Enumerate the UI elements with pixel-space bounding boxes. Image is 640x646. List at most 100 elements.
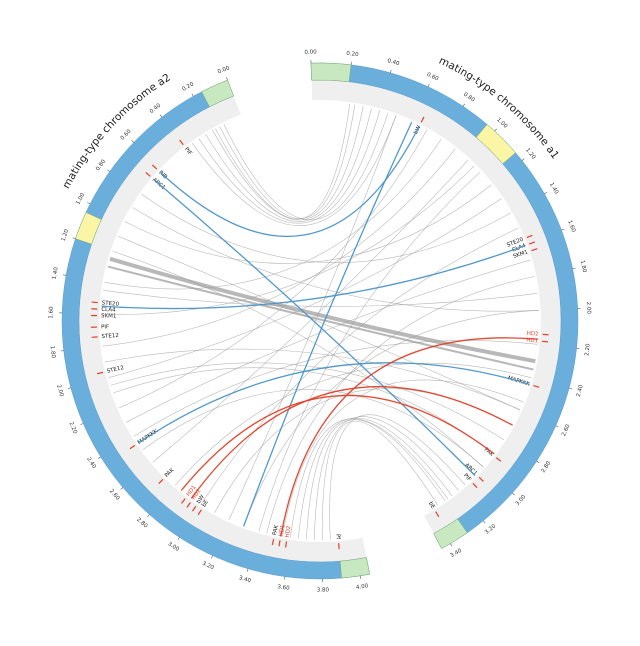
colored-link [160,126,420,237]
tick-label: 1.20 [61,228,71,242]
tick-mark [495,129,497,131]
tick-label: 3.40 [238,575,252,584]
tick-label: 2.60 [561,423,572,437]
gene-tick [542,341,548,342]
gene-label: PAK [164,467,176,479]
tick-mark [483,521,485,523]
tick-mark [450,544,452,547]
tick-mark [160,115,162,117]
tick-label: 2.00 [585,302,592,315]
tick-mark [63,275,66,276]
tick-label: 1.20 [524,147,537,161]
link [112,251,483,467]
tick-mark [428,84,429,87]
tick-label: 0.00 [304,49,317,55]
tick-mark [569,388,572,389]
gene-label: PIF [183,146,193,156]
tick-mark [556,426,559,427]
link [199,110,380,223]
tick-label: 2.80 [540,460,552,474]
gene-tick [339,543,340,549]
colored-link [244,122,412,526]
tick-label: 3.00 [166,541,180,553]
tick-label: 2.80 [135,517,149,530]
gene-label: STE12 [106,365,124,375]
region [311,63,351,82]
tick-label: 0.80 [462,92,476,104]
gene-label: Pf [334,534,341,541]
tick-label: 1.80 [579,260,587,274]
tick-mark [544,192,547,193]
tick-label: 2.40 [85,456,97,470]
tick-mark [390,70,391,73]
tick-label: 3.20 [201,561,215,572]
tick-mark [522,159,524,161]
colored-link [138,363,529,443]
tick-mark [178,537,180,540]
colored-link [102,245,526,308]
tick-label: 0.40 [149,102,163,115]
tick-label: 4.00 [356,583,370,591]
link [306,420,445,540]
tick-label: 1.40 [52,266,60,280]
tick-label: 0.80 [95,158,107,172]
tick-label: 2.40 [576,384,585,398]
tick-mark [73,238,76,239]
colored-link [181,395,494,490]
tick-label: 3.40 [449,548,463,560]
tick-mark [463,104,465,106]
tick-label: 0.40 [387,58,401,67]
tick-label: 2.60 [108,488,121,502]
tick-mark [512,493,514,495]
gene-label: PIF [101,324,109,330]
tick-label: 0.60 [120,128,133,141]
tick-label: 1.60 [48,306,54,319]
tick-label: 0.20 [346,51,359,58]
link [212,106,363,220]
tick-label: 1.60 [566,220,576,234]
colored-link [191,387,512,499]
link [101,166,474,315]
tick-label: 2.20 [584,343,591,356]
region [340,557,370,578]
tick-label: 2.20 [67,421,78,435]
tick-mark [192,94,193,97]
tick-mark [537,461,540,463]
tick-label: 1.40 [548,182,560,196]
tick-mark [147,515,149,517]
tick-mark [561,229,564,230]
gene-label: bE [427,501,436,511]
tick-label: 3.20 [484,523,498,536]
tick-mark [87,203,90,204]
tick-mark [211,556,212,559]
link [201,228,519,505]
tick-mark [80,423,83,424]
tick-label: 1.80 [49,346,56,359]
link [125,185,492,264]
tick-mark [98,457,101,459]
tick-label: 0.20 [181,81,195,92]
tick-mark [68,388,71,389]
gene-label: STE12 [101,333,119,340]
link [111,363,504,440]
gene-label: PIF [462,473,472,483]
link [259,172,480,531]
link [126,260,530,422]
tick-label: 1.00 [495,117,508,130]
tick-mark [247,569,248,572]
tick-mark [107,170,109,172]
tick-label: 2.00 [55,384,64,398]
link [220,105,355,219]
tick-label: 3.80 [317,587,330,593]
tick-label: 3.60 [277,584,290,592]
tick-mark [573,268,576,269]
tick-mark [121,488,123,490]
tick-mark [226,77,227,80]
tick-mark [132,140,134,142]
tick-label: 0.00 [217,65,231,75]
tick-label: 1.00 [75,192,86,206]
tick-label: 3.00 [515,494,528,508]
tick-label: 0.60 [426,72,440,83]
